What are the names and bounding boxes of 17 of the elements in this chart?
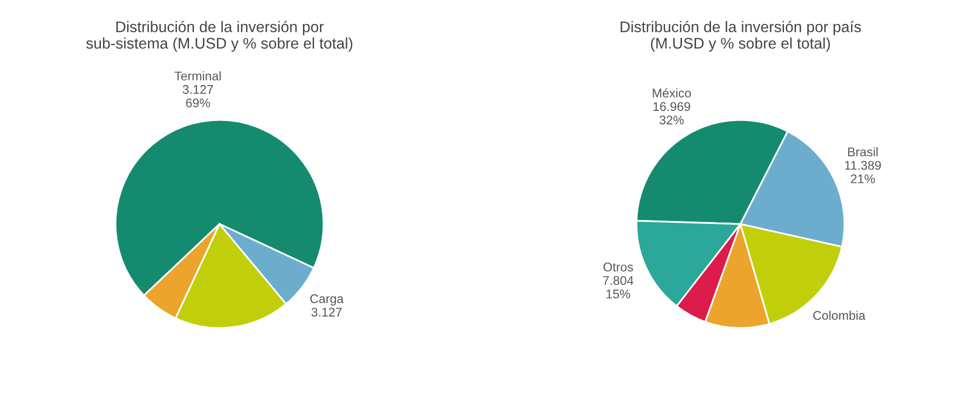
chart-title: Distribución de la inversión por sub-sistema (M.USD y % sobre el total) <box>86 20 352 52</box>
slice-label: Brasil <box>848 147 878 156</box>
text: 16.969 <box>653 102 690 111</box>
slice-label: México <box>652 88 691 98</box>
slice-label: Carga <box>310 294 344 306</box>
data-label: 15% <box>606 290 630 298</box>
slice-label: Terminal <box>174 71 221 80</box>
text: 3.127 <box>182 85 213 94</box>
chart-title: Distribución de la inversión por país (M.USD y % sobre el total) <box>620 20 861 52</box>
data-label: 21% <box>850 174 875 184</box>
text: 11.389 <box>845 160 881 170</box>
data-label: 32% <box>660 116 684 124</box>
text: 7.804 <box>603 276 634 285</box>
slice-label: Colombia <box>813 310 866 320</box>
data-label: 69% <box>186 98 210 108</box>
text: 3.127 <box>312 308 342 317</box>
slice-label: Otros <box>603 262 633 272</box>
